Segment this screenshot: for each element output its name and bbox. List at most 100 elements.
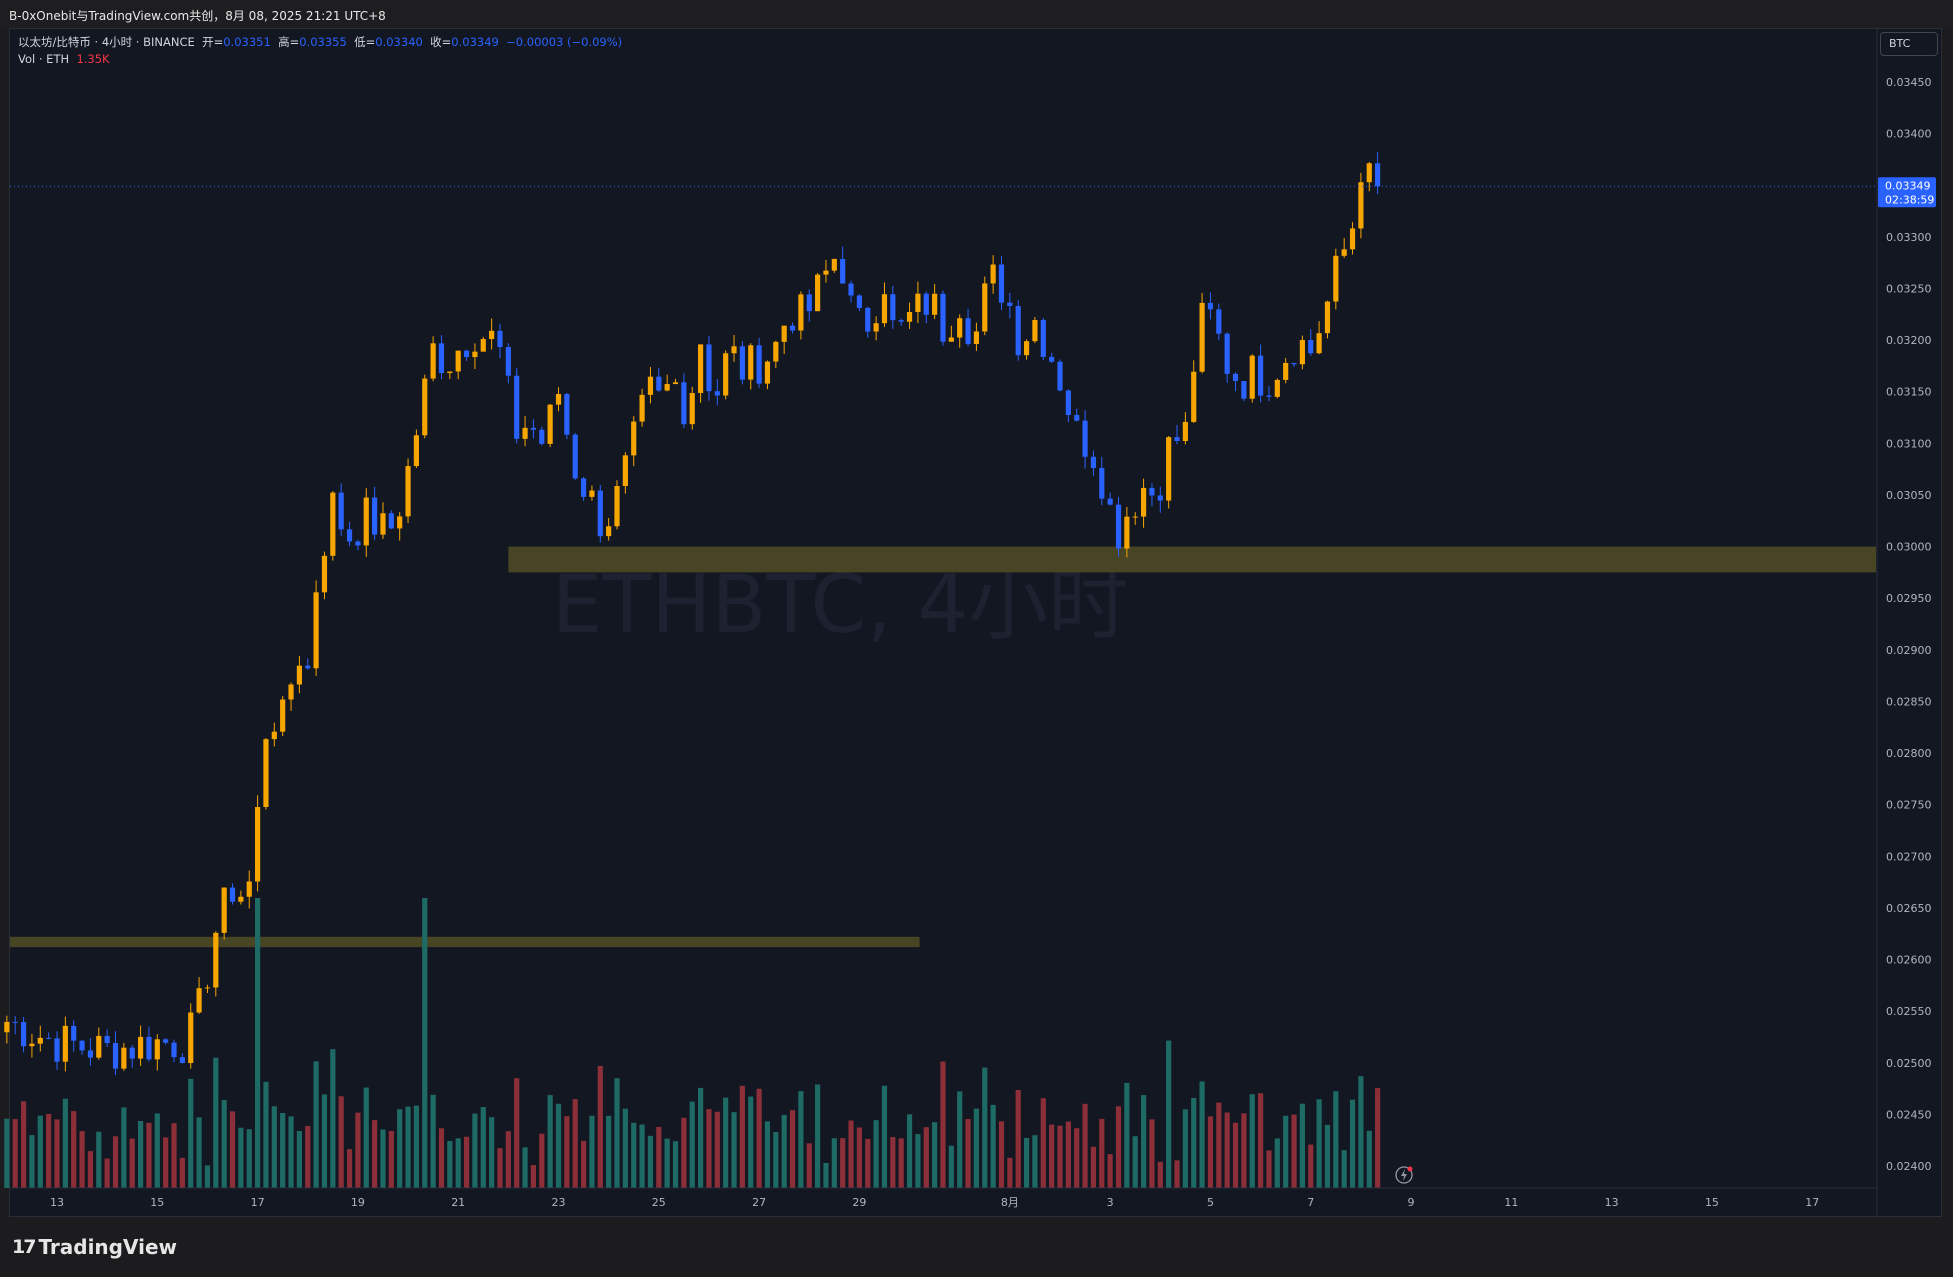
top-bar: B-0xOnebit与TradingView.com共创，8月 08, 2025… (0, 0, 1953, 28)
y-tick-label: 0.02550 (1886, 1005, 1932, 1018)
volume-bar (1291, 1114, 1297, 1188)
volume-bar (1375, 1088, 1381, 1188)
candle-body (54, 1038, 60, 1062)
volume-bar (1182, 1109, 1188, 1188)
candle-body (840, 258, 846, 284)
x-tick-label: 27 (752, 1196, 766, 1209)
tradingview-logo[interactable]: 17 TradingView (12, 1235, 177, 1259)
volume-bar (948, 1145, 954, 1188)
volume-bar (489, 1117, 495, 1188)
volume-bar (37, 1115, 43, 1188)
volume-bar (129, 1138, 135, 1188)
volume-bar (1207, 1116, 1214, 1188)
candle-body (79, 1040, 85, 1051)
volume-bar (1023, 1137, 1030, 1188)
volume-bar (204, 1165, 211, 1188)
volume-bar (522, 1147, 528, 1188)
volume-bar (840, 1138, 846, 1188)
volume-bar (1149, 1119, 1155, 1188)
volume-bar (656, 1126, 662, 1188)
volume-bar (372, 1120, 378, 1188)
candle-body (932, 293, 938, 315)
candle-body (948, 337, 954, 342)
volume-bar (229, 1111, 236, 1188)
candle-body (1241, 381, 1247, 399)
volume-bar (1057, 1125, 1063, 1188)
volume-bar (1366, 1130, 1372, 1188)
candle-body (1074, 414, 1080, 421)
brand-name: TradingView (38, 1235, 178, 1259)
last-price-countdown: 02:38:59 (1885, 193, 1934, 206)
candle-body (505, 347, 511, 376)
candle-body (1140, 487, 1147, 517)
footer: 17 TradingView (0, 1217, 1953, 1277)
candle-body (698, 344, 704, 394)
candle-body (1224, 333, 1230, 374)
open-value: 0.03351 (223, 35, 271, 49)
volume-bar (54, 1119, 60, 1188)
y-tick-label: 0.02700 (1886, 850, 1932, 863)
volume-bar (906, 1114, 913, 1188)
candle-body (940, 293, 946, 342)
candle-body (589, 490, 595, 497)
volume-bar (163, 1137, 169, 1188)
volume-bar (29, 1135, 35, 1188)
volume-bar (455, 1138, 461, 1188)
candle-body (1065, 390, 1071, 415)
volume-bar (1124, 1082, 1130, 1188)
candle-body (865, 307, 871, 332)
candle-body (514, 375, 520, 439)
currency-button[interactable]: BTC (1880, 32, 1938, 56)
volume-bar (539, 1133, 545, 1188)
candle-body (1199, 302, 1205, 372)
candle-body (87, 1050, 94, 1058)
volume-bar (831, 1138, 837, 1188)
candle-body (1049, 356, 1055, 362)
lightning-icon[interactable] (1395, 1166, 1413, 1184)
volume-bar (1232, 1122, 1239, 1188)
volume-bar (213, 1057, 219, 1188)
volume-bar (79, 1131, 85, 1188)
volume-bar (672, 1141, 679, 1188)
volume-bar (547, 1095, 553, 1188)
volume-bar (87, 1151, 94, 1188)
candle-body (129, 1047, 135, 1059)
x-tick-label: 23 (552, 1196, 566, 1209)
volume-bar (580, 1140, 587, 1188)
volume-bar (957, 1091, 963, 1188)
volume-bar (1224, 1112, 1230, 1188)
candle-body (154, 1039, 160, 1060)
candle-body (405, 466, 411, 517)
candle-body (982, 283, 988, 332)
volume-bar (71, 1111, 77, 1188)
y-tick-label: 0.03050 (1886, 489, 1932, 502)
candle-body (923, 293, 929, 315)
volume-bar (196, 1117, 202, 1188)
volume-bar (413, 1105, 419, 1188)
volume-label[interactable]: Vol · ETH (18, 52, 70, 66)
tradingview-logo-icon: 17 (12, 1236, 36, 1258)
volume-bar (664, 1138, 670, 1188)
candle-body (580, 478, 587, 497)
symbol-label[interactable]: 以太坊/比特币 · 4小时 · BINANCE (18, 35, 195, 49)
volume-bar (288, 1116, 294, 1188)
candle-body (1166, 437, 1172, 501)
candle-body (20, 1022, 27, 1047)
chart-frame[interactable] (9, 28, 1942, 1217)
window-title: B-0xOnebit与TradingView.com共创，8月 08, 2025… (9, 9, 386, 23)
volume-bar (698, 1087, 704, 1188)
volume-bar (146, 1122, 152, 1188)
x-tick-label: 9 (1408, 1196, 1415, 1209)
close-value: 0.03349 (451, 35, 499, 49)
candle-body (263, 739, 269, 808)
volume-bar (614, 1078, 620, 1188)
volume-bar (789, 1110, 796, 1188)
candle-body (1216, 309, 1222, 334)
volume-bar (112, 1136, 119, 1188)
volume-bar (296, 1130, 302, 1188)
volume-bar (221, 1100, 227, 1188)
volume-bar (1191, 1097, 1197, 1188)
y-tick-label: 0.03200 (1886, 334, 1932, 347)
y-tick-label: 0.02650 (1886, 902, 1932, 915)
